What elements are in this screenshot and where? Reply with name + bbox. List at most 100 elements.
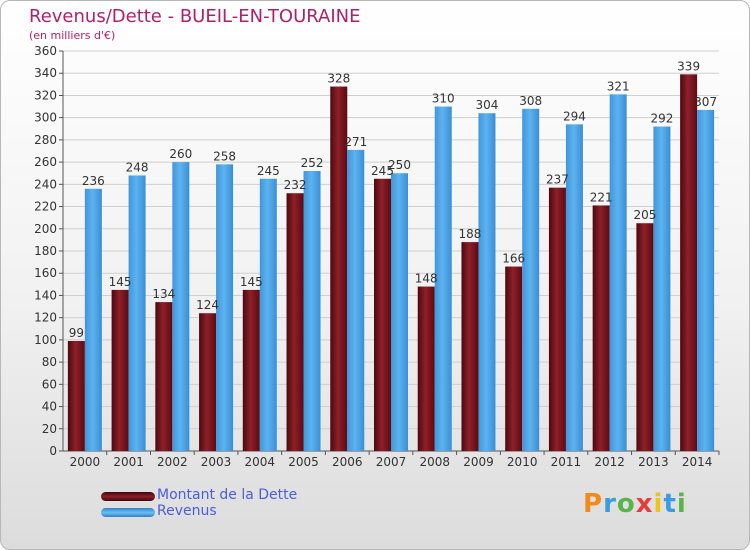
- bar-dette: [330, 86, 348, 452]
- y-tick-label: 220: [34, 200, 57, 214]
- data-label-dette: 188: [459, 227, 482, 241]
- bar-revenus: [565, 124, 583, 451]
- data-label-revenus: 260: [169, 147, 192, 161]
- bars: [67, 74, 715, 452]
- bar-revenus: [347, 149, 365, 451]
- bar-revenus: [172, 162, 190, 451]
- data-label-revenus: 310: [432, 92, 455, 106]
- y-tick-label: 200: [34, 222, 57, 236]
- bar-dette: [417, 286, 435, 451]
- axes: 0 20 40 60 80 100 120 140 160 180 200 220 240 260 280 3…: [34, 44, 720, 469]
- data-label-dette: 148: [415, 272, 438, 286]
- data-label-dette: 205: [633, 208, 656, 222]
- bar-dette: [592, 205, 610, 451]
- bar-revenus: [84, 188, 102, 451]
- y-tick-label: 240: [34, 177, 57, 191]
- data-label-dette: 166: [502, 252, 525, 266]
- bar-dette: [680, 74, 698, 451]
- y-tick-label: 160: [34, 266, 57, 280]
- y-tick-label: 360: [34, 44, 57, 58]
- x-tick-label: 2000: [70, 455, 101, 469]
- data-label-dette: 245: [371, 164, 394, 178]
- data-label-revenus: 307: [694, 95, 717, 109]
- proxiti-logo: Proxiti: [583, 489, 687, 519]
- data-label-revenus: 236: [82, 174, 105, 188]
- legend-label-revenus: Revenus: [157, 503, 217, 519]
- x-tick-label: 2006: [332, 455, 363, 469]
- bar-revenus: [653, 126, 671, 452]
- logo-letter: t: [663, 489, 677, 519]
- chart-title: Revenus/Dette - BUEIL-EN-TOURAINE: [29, 6, 361, 27]
- y-tick-label: 100: [34, 333, 57, 347]
- legend-swatch-revenus: [101, 508, 155, 517]
- legend-label-dette: Montant de la Dette: [157, 487, 298, 503]
- data-label-revenus: 294: [563, 109, 586, 123]
- bar-dette: [242, 289, 260, 451]
- bar-revenus: [216, 164, 234, 452]
- bar-revenus: [609, 94, 627, 451]
- data-label-dette: 134: [152, 287, 175, 301]
- bar-dette: [286, 193, 304, 451]
- y-tick-label: 140: [34, 288, 57, 302]
- y-tick-label: 0: [49, 444, 57, 458]
- bar-revenus: [478, 113, 496, 451]
- bar-revenus: [391, 173, 408, 451]
- bar-revenus: [434, 106, 452, 452]
- logo-letter: P: [583, 489, 604, 519]
- bar-dette: [636, 223, 654, 451]
- x-tick-label: 2001: [113, 455, 144, 469]
- data-label-revenus: 304: [476, 98, 499, 112]
- x-tick-label: 2002: [157, 455, 188, 469]
- data-label-dette: 339: [677, 59, 700, 73]
- y-tick-label: 120: [34, 311, 57, 325]
- y-tick-label: 20: [42, 422, 57, 436]
- data-label-revenus: 245: [257, 164, 280, 178]
- data-label-dette: 124: [196, 298, 219, 312]
- data-label-revenus: 258: [213, 149, 236, 163]
- bar-dette: [111, 289, 129, 451]
- data-label-dette: 221: [590, 190, 613, 204]
- y-tick-label: 320: [34, 88, 57, 102]
- data-label-revenus: 271: [344, 135, 367, 149]
- bar-dette: [374, 178, 391, 451]
- x-tick-label: 2010: [507, 455, 538, 469]
- x-tick-label: 2014: [682, 455, 713, 469]
- data-label-dette: 232: [284, 178, 307, 192]
- x-tick-label: 2013: [638, 455, 669, 469]
- bar-dette: [505, 266, 523, 451]
- data-label-dette: 328: [327, 72, 350, 86]
- y-tick-label: 180: [34, 244, 57, 258]
- data-label-dette: 237: [546, 173, 569, 187]
- data-label-revenus: 292: [650, 112, 673, 126]
- data-label-dette: 145: [240, 275, 263, 289]
- bar-dette: [548, 187, 566, 451]
- logo-letter: o: [616, 489, 636, 519]
- y-tick-label: 300: [34, 111, 57, 125]
- data-label-revenus: 250: [388, 158, 411, 172]
- bar-dette: [155, 302, 173, 451]
- bar-revenus: [522, 108, 540, 452]
- x-tick-label: 2011: [551, 455, 582, 469]
- bar-revenus: [259, 178, 277, 451]
- logo-letter: i: [676, 489, 687, 519]
- y-tick-label: 260: [34, 155, 57, 169]
- bar-dette: [461, 242, 479, 451]
- y-tick-label: 280: [34, 133, 57, 147]
- x-tick-label: 2005: [288, 455, 319, 469]
- x-tick-label: 2009: [463, 455, 494, 469]
- bar-dette: [199, 313, 217, 451]
- data-label-revenus: 252: [301, 156, 324, 170]
- bar-revenus: [303, 171, 321, 451]
- y-tick-label: 80: [42, 355, 57, 369]
- data-label-revenus: 248: [126, 160, 149, 174]
- x-tick-label: 2003: [201, 455, 232, 469]
- x-tick-label: 2007: [376, 455, 407, 469]
- chart-subtitle: (en milliers d'€): [29, 29, 116, 42]
- bar-revenus: [697, 109, 715, 451]
- bar-revenus: [128, 175, 146, 451]
- x-tick-label: 2008: [419, 455, 450, 469]
- logo-letter: r: [603, 489, 617, 519]
- y-tick-label: 60: [42, 377, 57, 391]
